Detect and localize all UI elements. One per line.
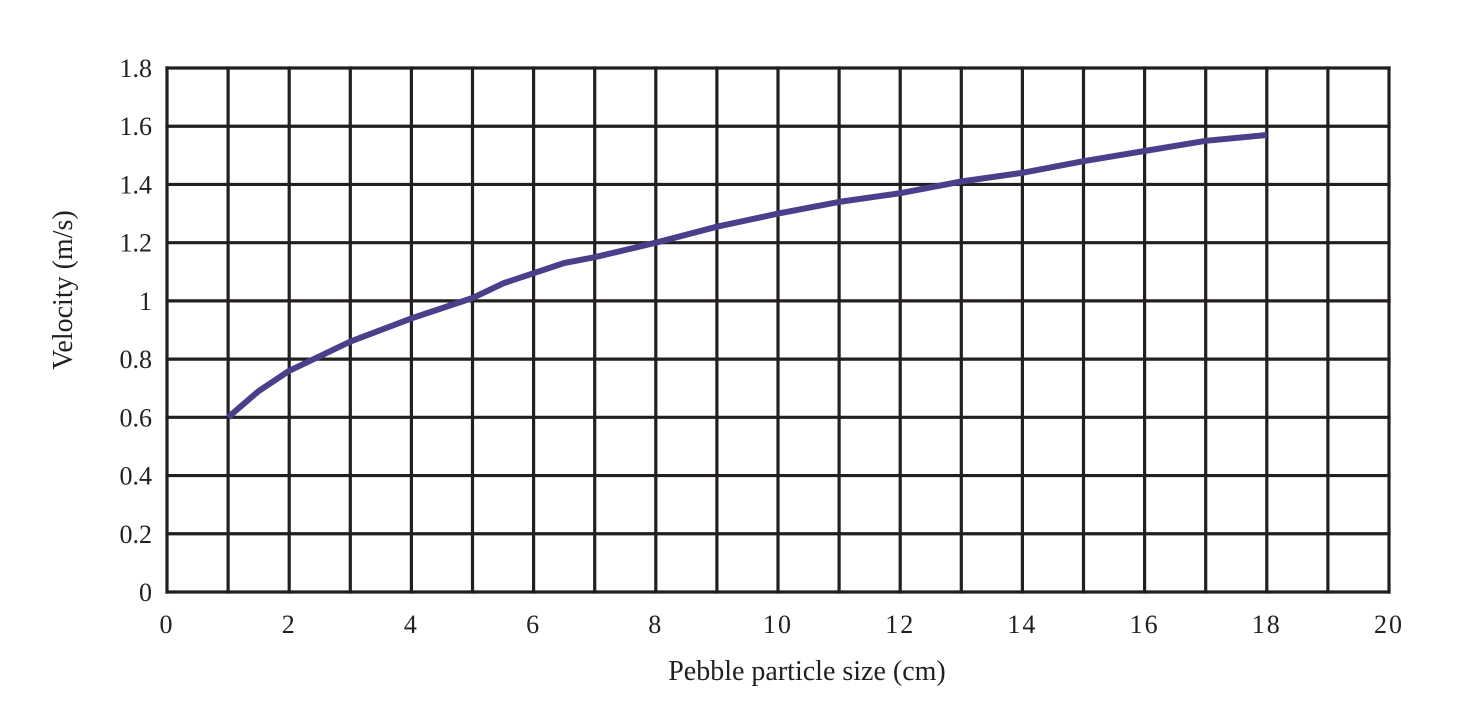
series — [226, 132, 1268, 420]
x-tick-label: 4 — [404, 610, 419, 639]
x-tick-label: 12 — [885, 610, 915, 639]
x-tick-label: 10 — [763, 610, 793, 639]
x-tick-label: 0 — [160, 610, 175, 639]
y-tick-label: 1.8 — [120, 54, 153, 83]
y-tick-label: 1.6 — [120, 112, 153, 141]
x-tick-label: 2 — [282, 610, 297, 639]
y-tick-label: 0.8 — [120, 345, 153, 374]
x-tick-label: 8 — [648, 610, 663, 639]
y-tick-label: 1.4 — [120, 170, 153, 199]
y-tick-label: 0.4 — [120, 462, 153, 491]
y-tick-label: 1 — [139, 287, 152, 316]
x-tick-label: 16 — [1130, 610, 1160, 639]
y-tick-label: 0.2 — [120, 520, 153, 549]
tick-labels: 0 2 4 6 8 10 12 14 16 18 20 0 0.2 0.4 0.6 0.8 1 1.2 1.4 1.6… — [120, 54, 1404, 639]
series-line — [226, 132, 1268, 420]
x-tick-label: 14 — [1007, 610, 1037, 639]
grid — [165, 66, 1391, 594]
x-axis-title: Pebble particle size (cm) — [668, 656, 946, 687]
x-tick-label: 20 — [1374, 610, 1404, 639]
x-tick-label: 18 — [1252, 610, 1282, 639]
y-axis-title: Velocity (m/s) — [48, 210, 79, 369]
y-tick-label: 0.6 — [120, 403, 153, 432]
x-tick-label: 6 — [526, 610, 541, 639]
y-tick-label: 0 — [139, 578, 152, 607]
y-tick-label: 1.2 — [120, 229, 153, 258]
